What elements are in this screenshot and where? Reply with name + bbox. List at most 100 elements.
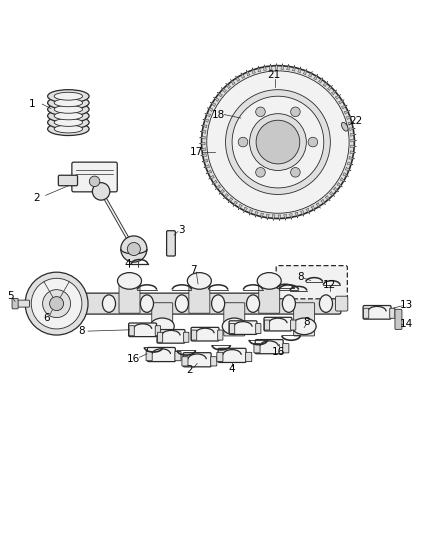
Polygon shape: [350, 151, 356, 154]
FancyBboxPatch shape: [229, 321, 257, 334]
Polygon shape: [206, 170, 212, 174]
FancyBboxPatch shape: [293, 303, 314, 336]
Polygon shape: [314, 74, 318, 80]
Polygon shape: [339, 100, 344, 104]
Ellipse shape: [48, 96, 89, 109]
Ellipse shape: [212, 295, 225, 312]
Ellipse shape: [54, 92, 82, 100]
FancyBboxPatch shape: [152, 303, 173, 336]
Text: 1: 1: [29, 99, 35, 109]
FancyBboxPatch shape: [175, 351, 181, 361]
FancyBboxPatch shape: [211, 357, 217, 366]
Circle shape: [92, 183, 110, 200]
Polygon shape: [249, 209, 253, 215]
FancyBboxPatch shape: [58, 175, 78, 185]
Text: 8: 8: [297, 272, 304, 282]
FancyBboxPatch shape: [256, 324, 261, 334]
Polygon shape: [325, 196, 330, 201]
Polygon shape: [219, 189, 224, 195]
Polygon shape: [340, 177, 346, 182]
Circle shape: [49, 297, 64, 311]
FancyBboxPatch shape: [189, 280, 210, 313]
Ellipse shape: [292, 318, 316, 335]
Polygon shape: [292, 66, 295, 71]
FancyBboxPatch shape: [146, 351, 152, 361]
FancyBboxPatch shape: [265, 320, 270, 330]
FancyBboxPatch shape: [390, 308, 395, 318]
Polygon shape: [344, 110, 350, 114]
FancyBboxPatch shape: [157, 329, 185, 343]
Polygon shape: [212, 180, 217, 184]
Ellipse shape: [257, 272, 281, 289]
Polygon shape: [335, 95, 341, 99]
Polygon shape: [255, 212, 258, 217]
FancyBboxPatch shape: [84, 293, 341, 314]
FancyBboxPatch shape: [129, 323, 156, 337]
Polygon shape: [201, 154, 206, 156]
Circle shape: [42, 289, 71, 318]
Ellipse shape: [150, 318, 174, 335]
Circle shape: [256, 167, 265, 177]
Polygon shape: [284, 214, 286, 220]
Text: 8: 8: [303, 317, 310, 327]
Circle shape: [308, 138, 318, 147]
Polygon shape: [252, 68, 255, 74]
Circle shape: [207, 71, 349, 213]
Circle shape: [290, 167, 300, 177]
Polygon shape: [213, 97, 219, 102]
Text: 22: 22: [349, 116, 362, 126]
FancyBboxPatch shape: [246, 352, 252, 361]
Polygon shape: [343, 173, 349, 176]
Polygon shape: [281, 63, 284, 69]
Polygon shape: [278, 215, 281, 221]
Ellipse shape: [247, 295, 260, 312]
Polygon shape: [244, 207, 247, 213]
Text: 16: 16: [127, 354, 141, 364]
FancyBboxPatch shape: [230, 324, 235, 334]
Ellipse shape: [48, 109, 89, 123]
FancyBboxPatch shape: [276, 265, 347, 299]
Polygon shape: [200, 148, 205, 151]
Circle shape: [256, 107, 265, 117]
FancyBboxPatch shape: [395, 309, 402, 329]
Circle shape: [290, 107, 300, 117]
Ellipse shape: [342, 123, 348, 131]
Circle shape: [89, 176, 100, 187]
Polygon shape: [328, 85, 332, 91]
FancyBboxPatch shape: [119, 280, 140, 313]
Polygon shape: [272, 215, 275, 221]
FancyBboxPatch shape: [363, 305, 391, 319]
Text: 7: 7: [191, 265, 197, 275]
Text: 8: 8: [78, 326, 85, 336]
Polygon shape: [210, 102, 216, 107]
Ellipse shape: [48, 116, 89, 129]
Text: 5: 5: [7, 291, 14, 301]
Ellipse shape: [54, 125, 82, 133]
FancyBboxPatch shape: [254, 344, 260, 353]
Text: 13: 13: [400, 300, 413, 310]
Ellipse shape: [175, 295, 188, 312]
Text: 18: 18: [212, 110, 225, 119]
FancyBboxPatch shape: [364, 308, 369, 318]
Polygon shape: [347, 162, 353, 165]
Polygon shape: [308, 71, 312, 77]
Circle shape: [250, 114, 306, 171]
FancyBboxPatch shape: [290, 320, 296, 330]
Polygon shape: [241, 72, 245, 78]
Polygon shape: [275, 63, 278, 69]
Polygon shape: [298, 67, 301, 72]
Polygon shape: [323, 82, 328, 87]
FancyBboxPatch shape: [12, 298, 18, 309]
Polygon shape: [217, 92, 223, 97]
Circle shape: [256, 120, 300, 164]
FancyBboxPatch shape: [184, 332, 189, 342]
Ellipse shape: [222, 318, 246, 335]
Polygon shape: [316, 203, 320, 208]
FancyBboxPatch shape: [148, 348, 175, 361]
FancyBboxPatch shape: [155, 326, 160, 336]
Text: 2: 2: [186, 366, 193, 375]
FancyBboxPatch shape: [129, 326, 134, 336]
Circle shape: [232, 96, 324, 188]
Polygon shape: [350, 133, 356, 136]
Polygon shape: [311, 206, 315, 212]
